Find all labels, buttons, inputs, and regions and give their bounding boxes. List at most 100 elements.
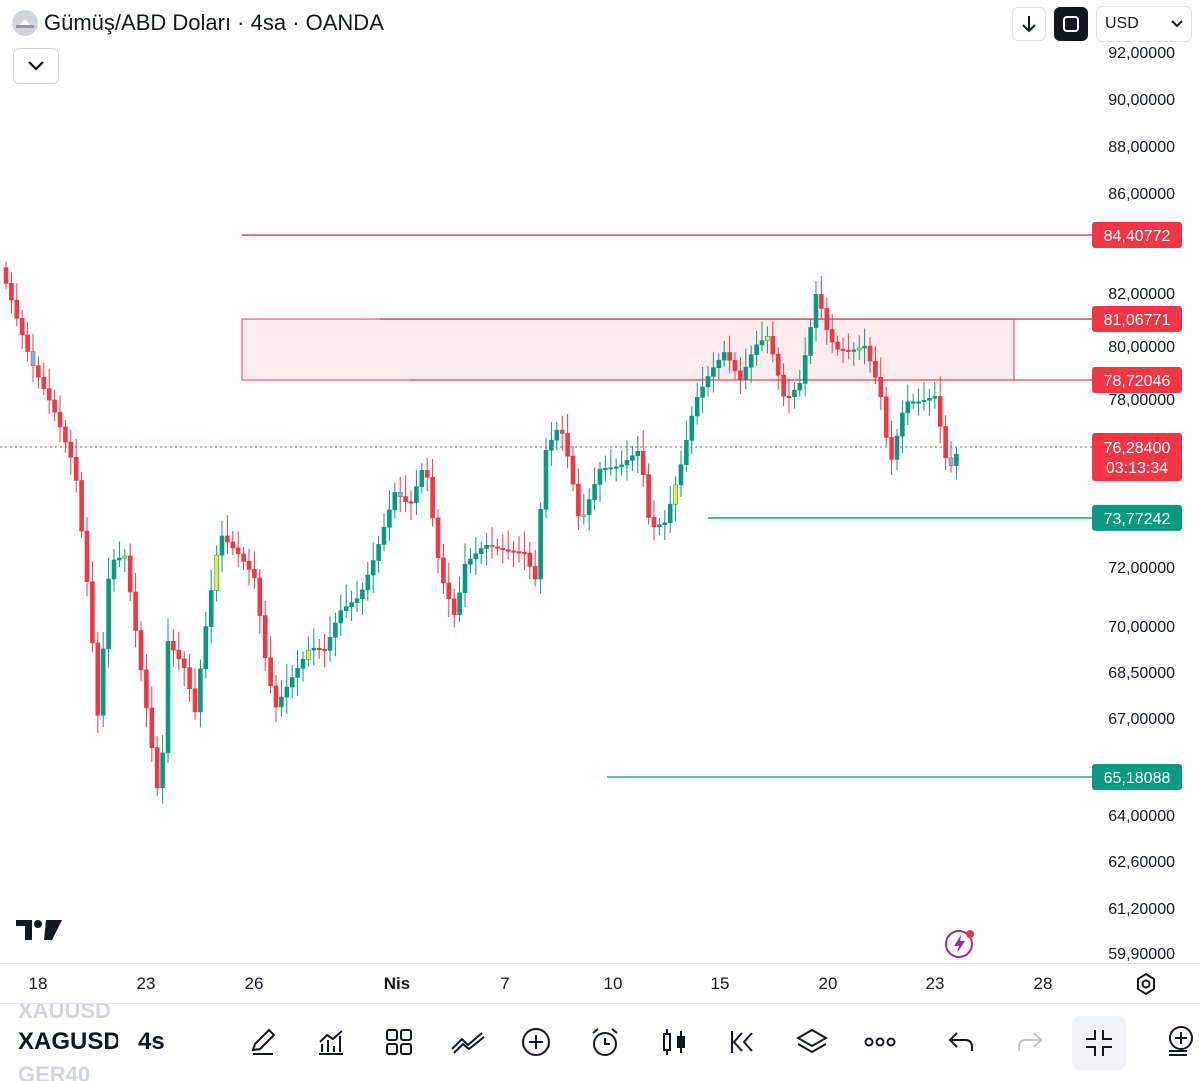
candle bbox=[19, 309, 25, 349]
symbol-next[interactable]: GER40 bbox=[18, 1062, 91, 1081]
candle-body bbox=[419, 470, 425, 487]
candle bbox=[694, 382, 700, 425]
candle bbox=[630, 445, 635, 471]
candle-body bbox=[397, 492, 403, 497]
candle-body bbox=[759, 340, 765, 346]
candle-body bbox=[19, 318, 25, 336]
candle bbox=[478, 541, 484, 565]
candle-body bbox=[370, 560, 376, 576]
pencil-icon[interactable] bbox=[245, 1024, 281, 1060]
candle bbox=[279, 680, 284, 717]
candle-body bbox=[559, 429, 565, 434]
candle-body bbox=[738, 370, 743, 380]
symbol-prev[interactable]: XAUUSD bbox=[18, 1004, 111, 1023]
candle bbox=[111, 548, 117, 592]
candle-body bbox=[910, 401, 916, 404]
candle bbox=[203, 611, 209, 679]
candle bbox=[273, 675, 279, 723]
add-icon[interactable] bbox=[518, 1024, 554, 1060]
candle-body bbox=[748, 354, 754, 368]
candle bbox=[624, 440, 630, 481]
candle-body bbox=[754, 344, 759, 356]
candle-body bbox=[505, 549, 511, 552]
candle-body bbox=[376, 544, 381, 561]
replay-icon[interactable] bbox=[725, 1024, 761, 1060]
layout-grid-icon[interactable] bbox=[381, 1024, 417, 1060]
candle-body bbox=[765, 336, 770, 341]
alert-icon[interactable] bbox=[587, 1024, 623, 1060]
level-price-value: 81,06771 bbox=[1104, 312, 1171, 329]
candle bbox=[592, 467, 597, 511]
candle bbox=[192, 668, 198, 720]
symbol-logo-icon bbox=[12, 10, 38, 36]
redo-icon[interactable] bbox=[1012, 1024, 1048, 1060]
candle-body bbox=[484, 544, 489, 549]
chart-area[interactable]: 92,00000 90,00000 88,00000 86,00000 82,00000… bbox=[0, 0, 1200, 1000]
candle bbox=[73, 439, 79, 493]
candle-body bbox=[732, 359, 738, 372]
candle-body bbox=[3, 267, 9, 284]
candle bbox=[932, 381, 938, 409]
candle bbox=[360, 582, 365, 615]
add-chart-icon[interactable] bbox=[1162, 1024, 1198, 1060]
candle-body bbox=[603, 468, 608, 471]
candle-body bbox=[84, 530, 90, 583]
collapse-legend-button[interactable] bbox=[13, 48, 59, 84]
price-chart[interactable]: 92,00000 90,00000 88,00000 86,00000 82,00000… bbox=[0, 0, 1200, 963]
candle bbox=[181, 651, 187, 687]
candle-body bbox=[927, 398, 932, 401]
candle-type-icon[interactable] bbox=[656, 1024, 692, 1060]
undo-icon[interactable] bbox=[943, 1024, 979, 1060]
candle bbox=[754, 330, 759, 367]
candle-body bbox=[106, 578, 111, 650]
price-axis[interactable]: 92,00000 90,00000 88,00000 86,00000 82,00000… bbox=[1108, 45, 1175, 963]
candle-body bbox=[835, 341, 840, 350]
chart-settings-icon[interactable] bbox=[1134, 972, 1158, 1001]
price-tick-label: 80,00000 bbox=[1108, 339, 1175, 356]
interval-button[interactable]: 4s bbox=[138, 1028, 165, 1055]
candle bbox=[235, 531, 241, 568]
indicators-icon[interactable] bbox=[313, 1024, 349, 1060]
more-icon[interactable] bbox=[862, 1024, 898, 1060]
candle bbox=[484, 532, 489, 566]
candle bbox=[57, 395, 63, 443]
currency-select[interactable]: USD bbox=[1096, 6, 1192, 42]
symbol-current[interactable]: XAGUSD bbox=[18, 1028, 118, 1055]
layers-icon[interactable] bbox=[794, 1024, 830, 1060]
candle bbox=[705, 365, 711, 397]
candle bbox=[473, 537, 479, 575]
candle-body bbox=[705, 376, 711, 388]
candle-body bbox=[181, 658, 187, 668]
candle bbox=[289, 665, 295, 699]
candle-body bbox=[549, 439, 554, 451]
current-price-tag: 76,28400 03:13:34 bbox=[1092, 433, 1182, 481]
flash-news-icon[interactable] bbox=[944, 928, 976, 965]
candle-body bbox=[198, 668, 203, 713]
chart-header[interactable]: Gümüş/ABD Doları · 4sa · OANDA bbox=[12, 10, 384, 36]
drawing-tools-icon[interactable] bbox=[450, 1024, 486, 1060]
sort-down-button[interactable] bbox=[1012, 7, 1046, 41]
fullscreen-exit-icon[interactable] bbox=[1072, 1016, 1126, 1070]
candle bbox=[171, 629, 176, 667]
candle bbox=[322, 634, 327, 668]
candle bbox=[721, 340, 727, 367]
candle-body bbox=[937, 396, 943, 427]
candle-body bbox=[473, 553, 479, 560]
candle-body bbox=[786, 395, 792, 399]
candle bbox=[759, 321, 765, 352]
symbol-picker[interactable]: XAUUSD XAGUSD GER40 bbox=[18, 1004, 118, 1081]
candle-body bbox=[619, 464, 624, 468]
candle bbox=[500, 534, 506, 564]
candle bbox=[295, 649, 300, 697]
candle bbox=[835, 335, 840, 356]
candle bbox=[711, 351, 716, 393]
candle-body bbox=[662, 522, 668, 526]
candle-body bbox=[489, 544, 495, 548]
candle bbox=[252, 551, 257, 589]
fullscreen-toggle-button[interactable] bbox=[1054, 7, 1088, 41]
candle-body bbox=[25, 334, 30, 352]
time-axis[interactable]: 18 23 26 Nis 7 10 15 20 23 28 bbox=[0, 963, 1200, 1003]
candle bbox=[856, 335, 862, 360]
candle bbox=[9, 272, 14, 314]
candle-body bbox=[586, 499, 592, 516]
